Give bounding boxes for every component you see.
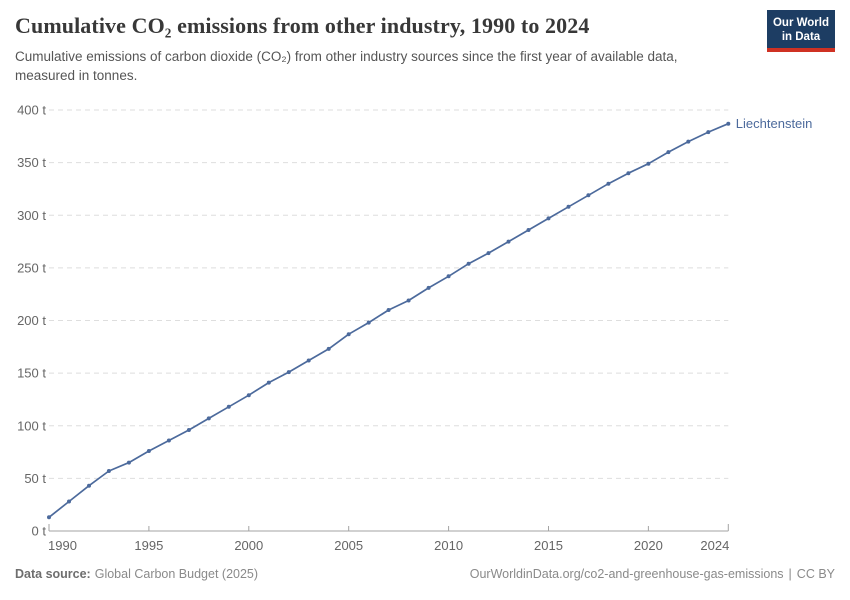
x-tick-label: 2020	[634, 538, 663, 553]
data-point	[626, 171, 631, 176]
y-tick-label: 250 t	[17, 260, 46, 275]
data-point	[446, 274, 451, 279]
y-tick-label: 150 t	[17, 366, 46, 381]
data-point	[646, 161, 651, 166]
owid-logo-line2: in Data	[781, 31, 821, 44]
data-point	[546, 216, 551, 221]
chart-footer: Data source: Global Carbon Budget (2025) …	[15, 567, 835, 581]
owid-logo-line1: Our World	[772, 17, 829, 29]
data-point	[426, 285, 431, 290]
data-source-label: Data source:	[15, 567, 91, 581]
y-tick-label: 400 t	[17, 103, 46, 118]
data-point	[506, 239, 511, 244]
data-point	[686, 139, 691, 144]
credit-url: OurWorldinData.org/co2-and-greenhouse-ga…	[469, 567, 784, 581]
x-tick-label: 2024	[700, 538, 729, 553]
data-point	[246, 393, 251, 398]
y-tick-label: 200 t	[17, 313, 46, 328]
data-point	[386, 308, 391, 312]
x-tick-label: 2000	[234, 538, 263, 553]
credit-license: CC BY	[796, 567, 835, 581]
owid-logo: Our World in Data	[767, 10, 835, 53]
y-tick-label: 50 t	[24, 471, 46, 486]
chart-header: Cumulative CO₂ emissions from other indu…	[15, 13, 835, 86]
x-tick-label: 2005	[334, 538, 363, 553]
x-tick-label: 2010	[434, 538, 463, 553]
chart-title: Cumulative CO₂ emissions from other indu…	[15, 13, 590, 38]
y-tick-label: 350 t	[17, 155, 46, 170]
y-tick-label: 300 t	[17, 208, 46, 223]
y-tick-label: 100 t	[17, 418, 46, 433]
data-point	[366, 320, 371, 325]
x-tick-label: 1990	[48, 538, 77, 553]
data-point	[266, 380, 271, 385]
data-point	[566, 204, 571, 209]
series-end-label: Liechtenstein	[736, 116, 813, 131]
data-point	[406, 298, 411, 303]
data-source-value: Global Carbon Budget (2025)	[94, 567, 259, 581]
data-point	[706, 130, 711, 135]
data-point	[726, 121, 731, 126]
data-point	[326, 346, 331, 351]
data-point	[486, 251, 491, 256]
x-tick-label: 1995	[134, 538, 163, 553]
data-point	[126, 460, 131, 465]
data-point	[666, 150, 671, 155]
data-point	[186, 428, 191, 432]
data-point	[466, 261, 471, 266]
data-point	[47, 515, 51, 520]
data-point	[526, 228, 531, 232]
chart-subtitle: Cumulative emissions of carbon dioxide (…	[15, 49, 678, 84]
credit-line: OurWorldinData.org/co2-and-greenhouse-ga…	[470, 567, 835, 581]
data-point	[286, 370, 291, 375]
data-point	[306, 358, 311, 363]
data-source: Data source: Global Carbon Budget (2025)	[15, 567, 258, 581]
data-point	[146, 449, 151, 453]
data-point	[346, 332, 351, 337]
credit-separator: |	[788, 567, 792, 581]
data-point	[166, 438, 171, 443]
data-point	[106, 469, 111, 473]
data-point	[87, 483, 91, 488]
data-point	[67, 499, 71, 504]
x-tick-label: 2015	[534, 538, 563, 553]
data-point	[226, 404, 231, 409]
data-point	[586, 193, 591, 198]
data-point	[606, 181, 611, 186]
y-tick-label: 0 t	[32, 524, 47, 539]
data-point	[206, 416, 211, 421]
